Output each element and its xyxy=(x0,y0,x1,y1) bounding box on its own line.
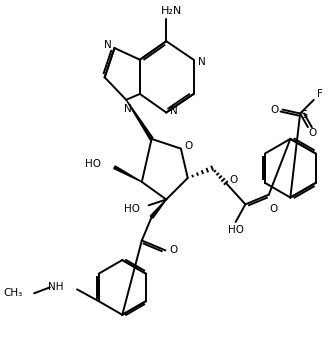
Text: O: O xyxy=(169,245,177,255)
Text: O: O xyxy=(229,175,238,185)
Text: N: N xyxy=(104,40,112,50)
Text: N: N xyxy=(170,105,178,115)
Text: HO: HO xyxy=(227,225,244,235)
Text: NH: NH xyxy=(48,282,64,292)
Polygon shape xyxy=(126,100,153,140)
Text: N: N xyxy=(124,104,132,114)
Text: O: O xyxy=(184,141,193,151)
Text: N: N xyxy=(198,57,205,67)
Text: HO: HO xyxy=(124,204,140,214)
Text: O: O xyxy=(270,104,279,115)
Text: HO: HO xyxy=(85,159,101,169)
Text: F: F xyxy=(317,89,323,99)
Polygon shape xyxy=(150,199,166,218)
Text: S: S xyxy=(300,110,307,120)
Text: O: O xyxy=(269,204,278,214)
Text: O: O xyxy=(309,128,317,138)
Polygon shape xyxy=(114,166,142,182)
Text: CH₃: CH₃ xyxy=(3,288,23,298)
Text: H₂N: H₂N xyxy=(161,6,182,16)
